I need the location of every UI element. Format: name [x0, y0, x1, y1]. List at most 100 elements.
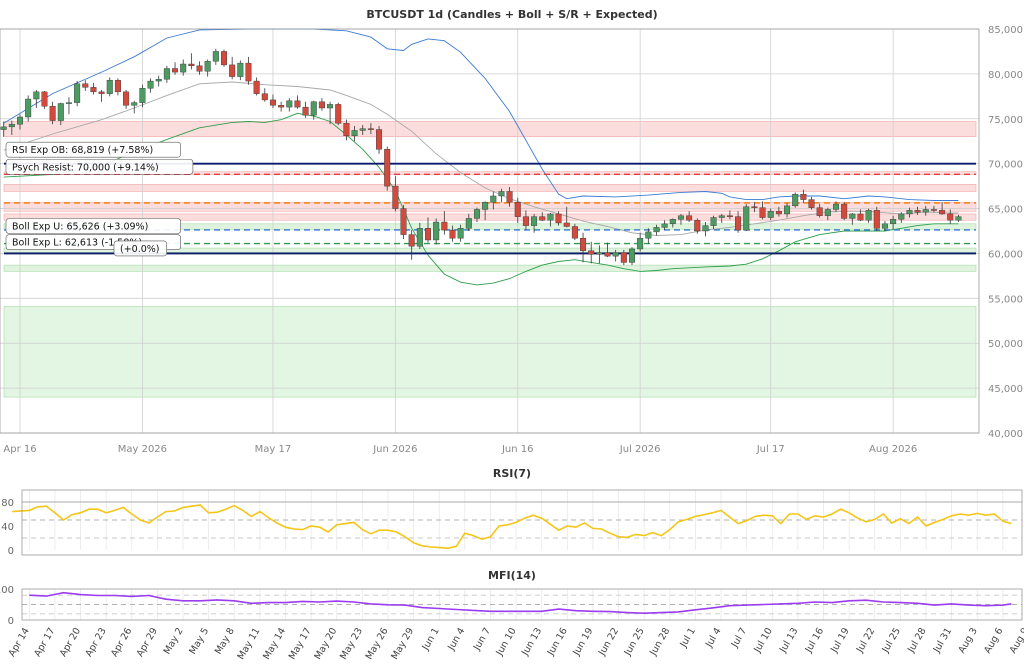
candle-body — [669, 219, 676, 225]
candle-body — [498, 191, 505, 197]
annotation-label: Boll Exp U: 65,626 (+3.09%) — [12, 222, 148, 233]
candle-body — [653, 227, 660, 233]
price-x-tick-label: Jul 17 — [756, 444, 785, 455]
candle-body — [939, 210, 946, 215]
candle-body — [849, 213, 856, 219]
annotation-label: RSI Exp OB: 68,819 (+7.58%) — [12, 145, 153, 156]
candle-body — [196, 65, 203, 72]
rsi-panel-frame — [21, 489, 1023, 556]
candle-body — [335, 104, 342, 124]
sr-zone — [3, 213, 977, 221]
candle-body — [163, 68, 170, 80]
candle-body — [229, 64, 236, 77]
candle-body — [139, 88, 146, 103]
annotation-label: Boll Exp L: 62,613 (-1.58%) — [12, 238, 142, 249]
candle-body — [302, 106, 309, 116]
candle-body — [490, 195, 497, 203]
candle-body — [123, 91, 130, 106]
candle-body — [180, 63, 187, 73]
candle-body — [98, 91, 105, 94]
price-y-tick-label: 50,000 — [988, 339, 1023, 350]
candle-body — [890, 219, 897, 225]
candle-body — [604, 252, 611, 257]
candle-body — [473, 209, 480, 219]
candle-body — [376, 129, 383, 150]
price-y-tick-label: 40,000 — [988, 429, 1023, 440]
sr-zone — [3, 223, 977, 230]
price-x-tick-label: May 2026 — [118, 444, 167, 455]
candle-body — [482, 202, 489, 210]
candle-body — [465, 218, 472, 229]
rsi-grid — [22, 490, 1022, 550]
candle-body — [318, 101, 325, 109]
candle-body — [841, 203, 848, 219]
candle-body — [775, 211, 782, 215]
candle-body — [808, 199, 815, 208]
rsi-y-tick-label: 40 — [1, 522, 14, 533]
candle-body — [645, 231, 652, 239]
rsi-y-tick-label: 0 — [8, 546, 14, 557]
candle-body — [930, 209, 937, 211]
candle-body — [41, 91, 48, 107]
candle-body — [278, 105, 285, 108]
mfi-line-group — [29, 591, 1012, 615]
candle-body — [253, 80, 260, 94]
candle-body — [8, 123, 15, 128]
level-annotation: RSI Exp OB: 68,819 (+7.58%) — [5, 141, 181, 158]
price-x-tick-label: Apr 16 — [3, 444, 36, 455]
mfi-series-line — [29, 591, 1012, 615]
candle-body — [759, 207, 766, 218]
price-y-tick-label: 45,000 — [988, 384, 1023, 395]
bollinger-lower-line — [3, 112, 959, 286]
price-y-tick-label: 70,000 — [988, 160, 1023, 171]
rsi-line-group — [12, 504, 1012, 550]
candle-body — [269, 99, 276, 106]
candle-body — [661, 223, 668, 228]
price-x-tick-label: Aug 2026 — [869, 444, 917, 455]
candle-body — [416, 228, 423, 247]
candle-body — [172, 68, 179, 73]
candle-body — [400, 208, 407, 235]
mfi-title: MFI(14) — [488, 569, 536, 582]
candle-body — [82, 83, 89, 88]
candle-body — [457, 228, 464, 239]
rsi-panel: RSI(7) 0 40 80 — [1, 467, 1023, 557]
candle-body — [629, 248, 636, 263]
candle-body — [726, 215, 733, 217]
price-x-tick-label: Jun 2026 — [372, 444, 417, 455]
candle-body — [359, 128, 366, 131]
candle-body — [49, 106, 56, 121]
candle-body — [702, 225, 709, 232]
annotation-label: (+0.0%) — [120, 244, 160, 255]
mfi-y-axis: 0 100 — [0, 585, 14, 627]
price-x-tick-label: May 17 — [255, 444, 292, 455]
candle-body — [25, 98, 32, 118]
level-annotation: Psych Resist: 70,000 (+9.14%) — [5, 158, 194, 175]
candle-body — [212, 51, 219, 62]
candle-body — [33, 91, 40, 100]
candle-body — [392, 185, 399, 209]
rsi-title: RSI(7) — [493, 467, 531, 480]
rsi-series-line — [12, 504, 1012, 550]
level-annotation: Boll Exp U: 65,626 (+3.09%) — [5, 218, 181, 234]
candle-body — [947, 213, 954, 221]
candle-body — [310, 101, 317, 116]
candle-body — [735, 216, 742, 231]
candle-body — [694, 220, 701, 232]
candle-body — [327, 104, 334, 109]
candle-body — [547, 213, 554, 221]
candle-body — [384, 149, 391, 187]
candle-body — [865, 210, 872, 221]
candle-body — [147, 80, 154, 89]
candle-body — [637, 237, 644, 250]
price-y-axis: 40,000 45,000 50,000 55,000 60,000 65,000 70,0… — [988, 25, 1023, 440]
candle-body — [686, 215, 693, 221]
candle-body — [857, 213, 864, 221]
sr-zone — [3, 306, 977, 398]
price-y-tick-label: 75,000 — [988, 115, 1023, 126]
candle-body — [343, 123, 350, 137]
price-chart-title: BTCUSDT 1d (Candles + Boll + S/R + Expec… — [366, 8, 657, 21]
sr-zone — [3, 171, 977, 175]
